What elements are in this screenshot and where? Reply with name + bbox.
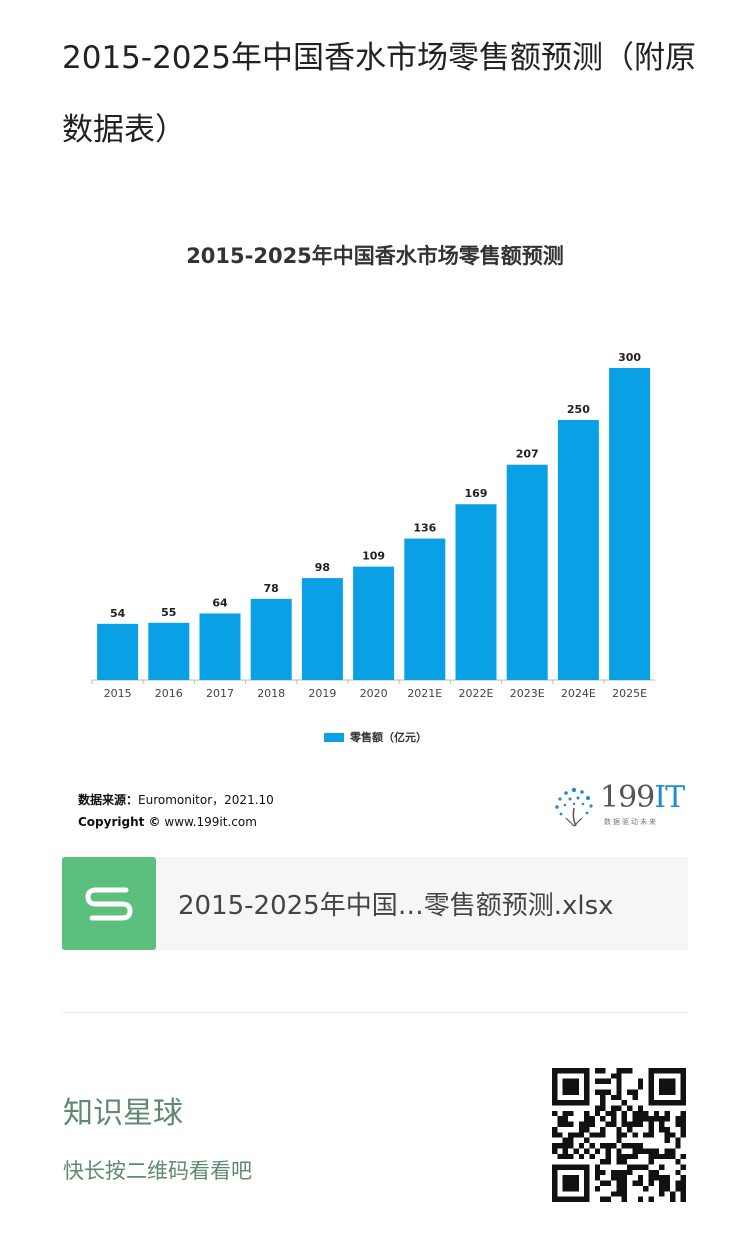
chart-image: 54 2015 55 2016 64 2017 78 2018 98 2019 109 2020 136… — [62, 205, 688, 845]
spreadsheet-s-icon — [62, 857, 156, 950]
logo-tagline: 数据驱动未来 — [604, 818, 658, 826]
x-tick-label: 2020 — [360, 687, 388, 700]
bar — [301, 578, 343, 680]
footer-subtitle: 快长按二维码看看吧 — [63, 1159, 252, 1183]
source-label: 数据来源： — [78, 793, 139, 807]
bar — [557, 420, 599, 680]
x-tick-label: 2018 — [257, 687, 285, 700]
copyright-text: www.199it.com — [164, 815, 257, 829]
bar — [404, 538, 446, 680]
x-tick-label: 2023E — [510, 687, 545, 700]
bar — [199, 613, 241, 680]
data-label: 169 — [465, 487, 488, 500]
dandelion-logo-icon — [555, 787, 593, 827]
bar — [353, 566, 395, 680]
copyright-label: Copyright © — [78, 815, 161, 829]
x-tick-label: 2016 — [155, 687, 183, 700]
data-label: 207 — [516, 448, 539, 461]
x-tick-label: 2015 — [104, 687, 132, 700]
data-label: 55 — [161, 606, 176, 619]
data-label: 54 — [110, 607, 126, 620]
qr-code-icon[interactable] — [552, 1068, 686, 1202]
data-label: 300 — [618, 351, 641, 364]
x-tick-label: 2017 — [206, 687, 234, 700]
data-label: 64 — [212, 596, 228, 609]
chart-title: 2015-2025年中国香水市场零售额预测 — [186, 244, 564, 268]
file-name: 2015-2025年中国…零售额预测.xlsx — [178, 891, 614, 921]
legend-label: 零售额（亿元） — [350, 731, 427, 744]
divider — [62, 1012, 688, 1013]
x-tick-label: 2019 — [308, 687, 336, 700]
page-title: 2015-2025年中国香水市场零售额预测（附原数据表） — [62, 40, 696, 148]
199it-logo: 199IT 数据驱动未来 — [552, 780, 685, 832]
copyright-line: Copyright © www.199it.com — [78, 811, 274, 833]
bar — [97, 623, 139, 680]
logo-text: 199IT — [600, 780, 685, 815]
bar — [250, 598, 292, 680]
x-tick-label: 2022E — [459, 687, 494, 700]
data-label: 136 — [413, 522, 436, 535]
data-label: 78 — [264, 582, 279, 595]
bar — [455, 504, 497, 680]
bar — [609, 368, 651, 680]
data-label: 98 — [315, 561, 330, 574]
file-attachment[interactable]: 2015-2025年中国…零售额预测.xlsx — [62, 857, 688, 950]
bar — [506, 464, 548, 680]
legend-swatch — [324, 732, 344, 742]
data-label: 250 — [567, 403, 590, 416]
x-tick-label: 2024E — [561, 687, 596, 700]
x-tick-label: 2025E — [612, 687, 647, 700]
footer-title: 知识星球 — [63, 1096, 183, 1131]
source-line: 数据来源：Euromonitor，2021.10 — [78, 789, 274, 811]
x-tick-label: 2021E — [407, 687, 442, 700]
source-text: Euromonitor，2021.10 — [138, 793, 274, 807]
chart-legend: 零售额（亿元） — [324, 729, 427, 745]
source-block: 数据来源：Euromonitor，2021.10 Copyright © www… — [78, 789, 274, 833]
bar-chart: 54 2015 55 2016 64 2017 78 2018 98 2019 109 2020 136… — [91, 351, 656, 700]
bar — [148, 622, 190, 680]
data-label: 109 — [362, 550, 385, 563]
